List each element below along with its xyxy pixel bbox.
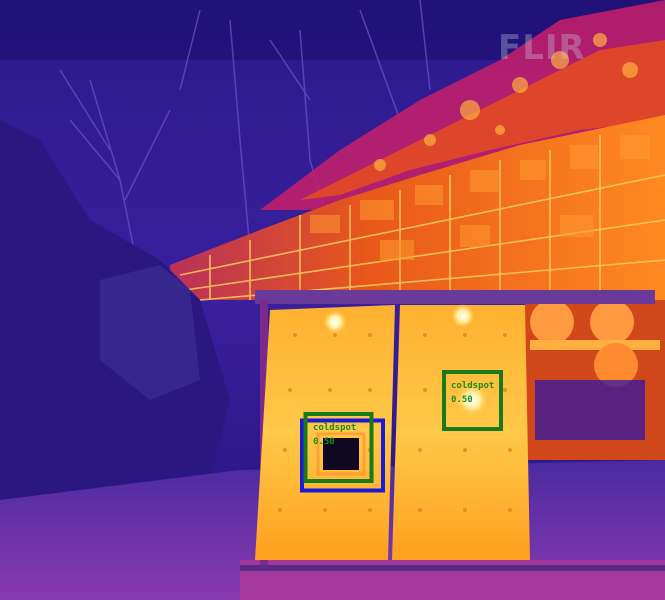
detection-score: 0.50 <box>451 395 473 405</box>
detection-score: 0.50 <box>313 437 335 447</box>
detection-label-1: coldspot 0.50 <box>313 421 356 449</box>
detection-class: coldspot <box>313 423 357 433</box>
detection-label-2: coldspot 0.50 <box>451 379 494 407</box>
ground-truth-box <box>300 418 385 493</box>
flir-watermark: FLIR <box>498 28 586 68</box>
detection-box-2 <box>442 370 503 431</box>
detection-class: coldspot <box>451 381 495 391</box>
detection-box-1 <box>303 412 374 483</box>
